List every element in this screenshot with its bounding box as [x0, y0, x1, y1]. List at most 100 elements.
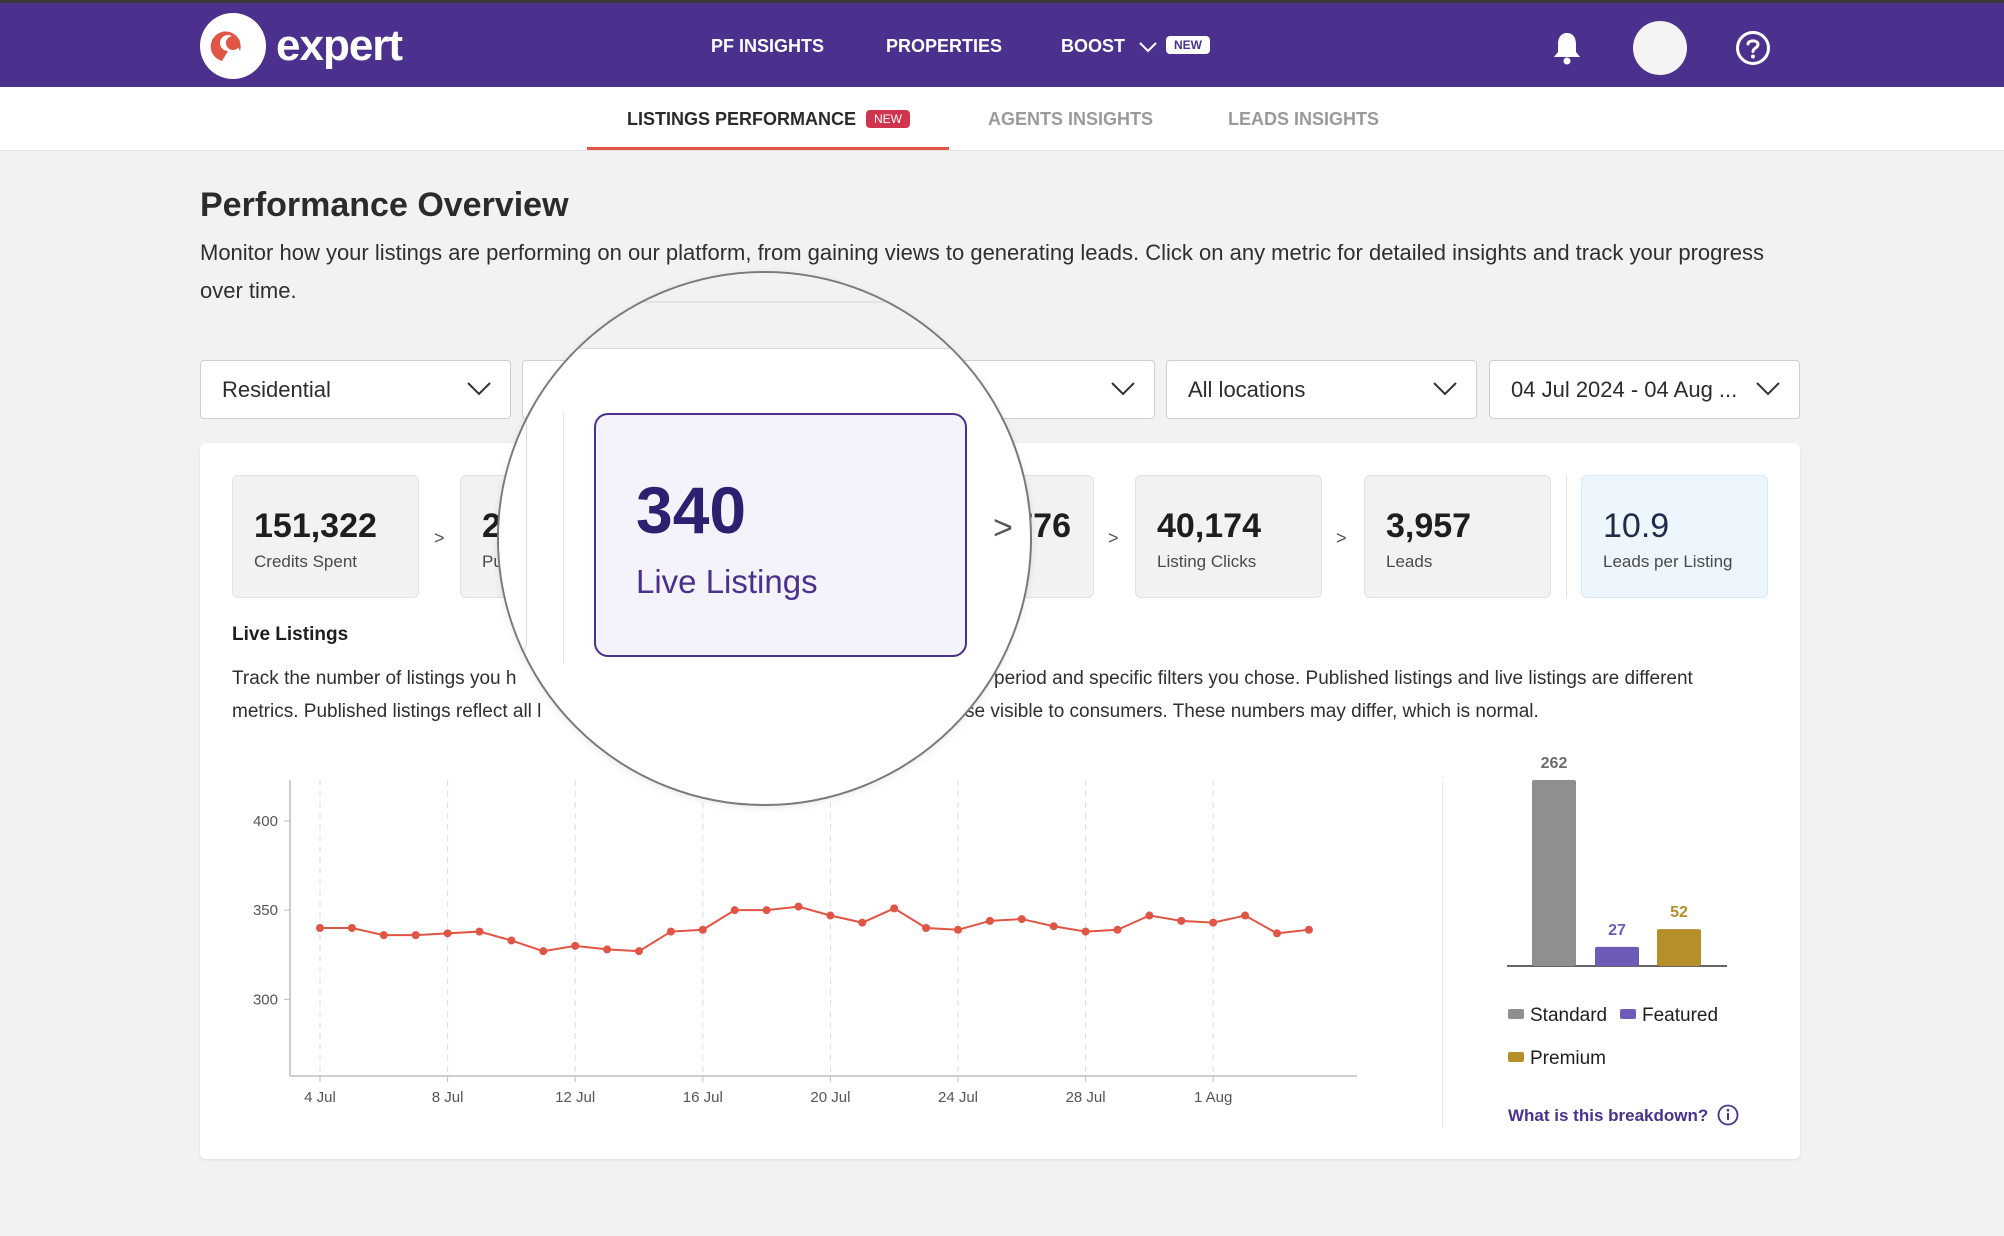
- nav-pf-insights[interactable]: PF INSIGHTS: [711, 36, 825, 56]
- nav-properties[interactable]: PROPERTIES: [886, 36, 1003, 56]
- brand-logo[interactable]: expert: [200, 13, 403, 79]
- breakdown-info-link[interactable]: What is this breakdown?: [1508, 1104, 1739, 1126]
- chevron-down-icon: [1139, 42, 1157, 53]
- bar-featured: [1595, 946, 1639, 966]
- data-point: [1177, 916, 1186, 925]
- metric-credits-spent[interactable]: 151,322 Credits Spent: [232, 475, 419, 598]
- data-point: [985, 916, 994, 925]
- x-tick-label: 1 Aug: [1194, 1089, 1232, 1106]
- chevron-down-icon: [467, 382, 491, 396]
- x-tick-label: 16 Jul: [683, 1089, 723, 1106]
- metric-value: 2: [482, 507, 501, 545]
- data-point: [858, 918, 867, 927]
- magnified-background: [499, 273, 1030, 353]
- category-dropdown[interactable]: Residential: [200, 360, 511, 419]
- bar-standard: [1532, 780, 1576, 966]
- data-point: [603, 945, 612, 954]
- metric-listing-clicks[interactable]: 40,174 Listing Clicks: [1135, 475, 1322, 598]
- nav-boost[interactable]: BOOST: [1061, 36, 1158, 57]
- date-range-value: 04 Jul 2024 - 04 Aug ...: [1511, 377, 1738, 402]
- data-point: [954, 925, 962, 934]
- chevron-down-icon: [1111, 382, 1135, 396]
- metric-label: Leads per Listing: [1603, 552, 1733, 571]
- metric-leads[interactable]: 3,957 Leads: [1364, 475, 1551, 598]
- user-avatar[interactable]: [1633, 21, 1687, 75]
- data-point: [1049, 922, 1058, 931]
- section-description: Track the number of listings you h perio…: [232, 662, 1752, 728]
- chart-divider: [1442, 782, 1443, 1128]
- data-point: [826, 911, 835, 920]
- x-tick-label: 28 Jul: [1066, 1089, 1106, 1106]
- logo-icon: [200, 13, 266, 79]
- data-point: [411, 931, 420, 940]
- section-description-line2: metrics. Published listings reflect all …: [232, 701, 542, 722]
- magnifier-overlay: 340 Live Listings >: [497, 271, 1032, 806]
- section-title: Live Listings: [232, 624, 349, 645]
- metric-value: 151,322: [254, 507, 377, 545]
- magnified-filter-edge: [499, 348, 1030, 408]
- top-navigation-bar: expert PF INSIGHTS PROPERTIES BOOST NEW: [0, 0, 2004, 87]
- metric-label: Leads: [1386, 552, 1433, 571]
- page-description: Monitor how your listings are performing…: [200, 240, 1764, 303]
- notifications-bell-icon[interactable]: [1552, 31, 1582, 65]
- date-range-dropdown[interactable]: 04 Jul 2024 - 04 Aug ...: [1489, 360, 1800, 419]
- legend-item-premium: Premium: [1508, 1048, 1606, 1070]
- metric-label: Live Listings: [636, 563, 818, 600]
- bar-value-label: 27: [1608, 922, 1626, 939]
- data-point: [1209, 918, 1218, 927]
- legend-label: Premium: [1530, 1048, 1607, 1069]
- tab-listings-performance-label: LISTINGS PERFORMANCE: [627, 109, 857, 129]
- location-dropdown-value: All locations: [1188, 377, 1306, 402]
- help-icon[interactable]: [1735, 30, 1771, 66]
- x-tick-label: 24 Jul: [938, 1089, 978, 1106]
- bar-value-label: 262: [1541, 755, 1568, 772]
- data-point: [539, 947, 548, 956]
- data-point: [1241, 911, 1250, 920]
- data-point: [922, 924, 931, 932]
- legend-item-featured: Featured: [1620, 1005, 1718, 1027]
- data-point: [1017, 915, 1026, 924]
- magnified-divider: [639, 301, 899, 303]
- metric-label: Credits Spent: [254, 552, 357, 571]
- x-tick-label: 8 Jul: [432, 1089, 464, 1106]
- data-point: [1304, 925, 1313, 934]
- data-point: [890, 904, 899, 913]
- funnel-arrow: >: [434, 528, 445, 548]
- breakdown-link-label: What is this breakdown?: [1508, 1106, 1709, 1125]
- tab-agents-insights[interactable]: AGENTS INSIGHTS: [988, 109, 1154, 129]
- data-point: [1273, 929, 1281, 938]
- data-point: [571, 941, 580, 950]
- data-point: [762, 906, 771, 915]
- insights-subtabs: LISTINGS PERFORMANCE NEW AGENTS INSIGHTS …: [0, 87, 2004, 151]
- section-description-line1: Track the number of listings you h: [232, 668, 517, 689]
- data-point: [443, 929, 452, 938]
- data-point: [316, 924, 324, 932]
- tab-listings-performance[interactable]: LISTINGS PERFORMANCE NEW: [627, 109, 911, 130]
- data-point: [730, 906, 739, 915]
- metric-live-listings-selected[interactable]: 340 Live Listings: [594, 413, 967, 657]
- x-tick-label: 12 Jul: [555, 1089, 595, 1106]
- legend-swatch: [1508, 1052, 1524, 1062]
- tab-leads-insights[interactable]: LEADS INSIGHTS: [1228, 109, 1380, 129]
- data-point: [698, 925, 707, 934]
- metric-value: 340: [636, 473, 747, 547]
- data-point: [507, 936, 516, 945]
- location-dropdown[interactable]: All locations: [1166, 360, 1477, 419]
- data-point: [1081, 927, 1090, 936]
- legend-label: Standard: [1530, 1005, 1608, 1026]
- metric-label: Listing Clicks: [1157, 552, 1257, 571]
- brand-name: expert: [276, 21, 403, 70]
- live-listings-line-chart: 4 Jul 8 Jul 12 Jul 16 Jul 20 Jul 24 Jul 28 Jul…: [253, 780, 1357, 1106]
- data-point: [794, 902, 803, 911]
- magnified-separator: [563, 413, 564, 663]
- nav-boost-label: BOOST: [1061, 36, 1126, 56]
- metric-value: 3,957: [1386, 507, 1472, 545]
- bar-premium: [1657, 929, 1701, 966]
- data-point: [379, 931, 388, 940]
- series-line-live-listings: [320, 905, 1310, 953]
- category-dropdown-value: Residential: [222, 377, 331, 402]
- bar-value-label: 52: [1670, 904, 1688, 921]
- metric-leads-per-listing[interactable]: 10.9 Leads per Listing: [1581, 475, 1768, 598]
- tab-new-badge: NEW: [866, 110, 911, 128]
- data-point: [635, 947, 643, 956]
